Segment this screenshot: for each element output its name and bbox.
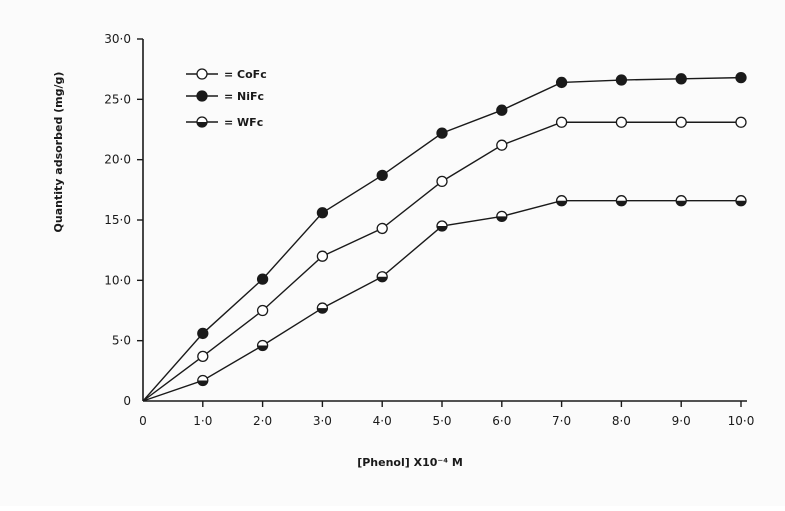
y-tick-label: 5·0 (112, 334, 131, 348)
data-point-s2-3 (316, 302, 329, 314)
y-tick-label: 10·0 (104, 273, 131, 287)
x-tick-label: 8·0 (612, 414, 631, 428)
marker-fill (616, 200, 627, 206)
legend-marker-2 (196, 116, 208, 128)
legend-marker-1 (196, 90, 208, 102)
marker-fill (676, 200, 687, 206)
data-point-s1-2 (256, 273, 269, 285)
marker-fill (496, 216, 507, 222)
data-point-s0-7 (555, 116, 568, 128)
data-point-s1-8 (615, 74, 628, 86)
data-point-s1-3 (316, 207, 329, 219)
data-point-s0-5 (436, 175, 448, 188)
y-tick-label: 30·0 (104, 32, 131, 46)
data-point-s0-10 (735, 116, 747, 128)
marker-fill (736, 200, 746, 206)
x-tick-label: 6·0 (492, 414, 511, 428)
legend-label-0: = CoFc (224, 68, 267, 81)
x-tick-label: 1·0 (193, 414, 212, 428)
marker-fill (437, 226, 447, 232)
x-tick-label: 0 (139, 414, 147, 428)
x-tick-label: 3·0 (313, 414, 332, 428)
data-point-s2-10 (735, 195, 747, 207)
marker-fill (556, 200, 567, 206)
axes: 0 1·0 2·0 3·0 4·0 5·0 6·0 7·0 8·0 9·0 10·0 0 5·0 10·0… (104, 32, 754, 428)
x-tick-label: 7·0 (552, 414, 571, 428)
series-line-0 (142, 121, 741, 402)
data-point-s2-5 (436, 220, 448, 232)
marker-fill (197, 380, 208, 386)
data-point-s2-9 (675, 195, 687, 207)
y-tick-label: 0 (123, 394, 131, 408)
data-point-s2-8 (615, 195, 628, 207)
data-point-s1-9 (675, 73, 687, 85)
data-point-s2-7 (555, 195, 568, 207)
data-point-s1-4 (376, 169, 388, 182)
legend: = CoFc = NiFc = WFc (186, 68, 267, 129)
marker-fill (197, 122, 207, 127)
x-axis-title: [Phenol] X10⁻⁴ M (357, 456, 463, 469)
legend-label-1: = NiFc (224, 90, 264, 103)
marker-fill (257, 345, 268, 351)
y-tick-label: 20·0 (104, 153, 131, 167)
data-point-s1-1 (197, 327, 209, 340)
data-point-s1-7 (555, 76, 568, 89)
y-tick-label: 15·0 (104, 213, 131, 227)
marker-fill (317, 308, 328, 314)
x-tick-label: 4·0 (373, 414, 392, 428)
x-tick-label: 5·0 (432, 414, 451, 428)
legend-label-2: = WFc (224, 116, 263, 129)
x-tick-label: 9·0 (672, 414, 691, 428)
data-point-s2-4 (376, 271, 388, 283)
data-point-s1-5 (436, 127, 448, 139)
y-axis-title: Quantity adsorbed (mg/g) (52, 72, 65, 233)
data-point-s1-10 (735, 71, 747, 84)
data-point-s2-2 (256, 339, 269, 352)
data-point-s0-9 (675, 116, 687, 128)
x-tick-label: 2·0 (253, 414, 272, 428)
data-point-s0-1 (197, 350, 209, 363)
data-point-s0-6 (496, 139, 508, 151)
data-point-s2-1 (197, 374, 209, 387)
data-point-s0-3 (316, 250, 329, 262)
data-point-s0-4 (376, 222, 388, 235)
data-point-s0-2 (256, 304, 269, 317)
data-point-s2-6 (496, 210, 508, 223)
marker-fill (377, 276, 388, 282)
series-markers (197, 71, 747, 387)
x-tick-label: 10·0 (728, 414, 755, 428)
legend-marker-0 (196, 68, 208, 80)
y-tick-label: 25·0 (104, 92, 131, 106)
data-point-s1-6 (496, 104, 508, 116)
data-point-s0-8 (615, 116, 628, 128)
